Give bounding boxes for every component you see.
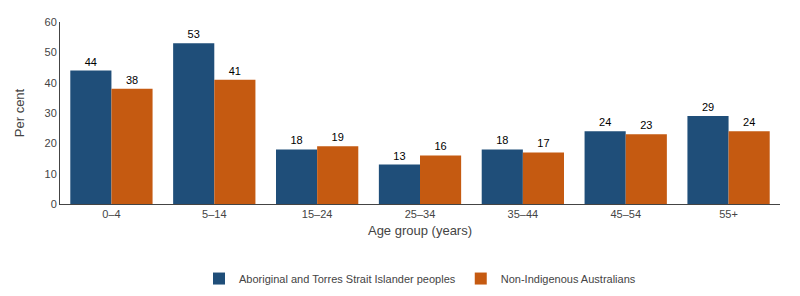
svg-text:15–24: 15–24 (302, 208, 333, 220)
svg-text:45–54: 45–54 (610, 208, 641, 220)
svg-text:40: 40 (45, 77, 57, 89)
svg-text:50: 50 (45, 46, 57, 58)
svg-text:0–4: 0–4 (102, 208, 120, 220)
svg-text:19: 19 (332, 131, 344, 143)
svg-text:44: 44 (85, 56, 97, 68)
svg-text:25–34: 25–34 (405, 208, 436, 220)
svg-text:29: 29 (702, 101, 714, 113)
svg-text:13: 13 (393, 150, 405, 162)
svg-text:60: 60 (45, 16, 57, 28)
svg-text:53: 53 (188, 28, 200, 40)
svg-text:20: 20 (45, 137, 57, 149)
svg-text:0: 0 (51, 198, 57, 210)
svg-text:10: 10 (45, 168, 57, 180)
svg-text:23: 23 (640, 119, 652, 131)
svg-text:17: 17 (537, 137, 549, 149)
svg-text:5–14: 5–14 (202, 208, 226, 220)
svg-text:30: 30 (45, 107, 57, 119)
svg-text:24: 24 (743, 116, 755, 128)
svg-text:18: 18 (290, 134, 302, 146)
svg-text:Per cent: Per cent (12, 88, 27, 137)
svg-text:41: 41 (229, 65, 241, 77)
svg-text:24: 24 (599, 116, 611, 128)
svg-text:Non-Indigenous Australians: Non-Indigenous Australians (501, 273, 636, 285)
svg-text:16: 16 (434, 140, 446, 152)
svg-text:Aboriginal and Torres Strait I: Aboriginal and Torres Strait Islander pe… (239, 273, 456, 285)
svg-text:35–44: 35–44 (508, 208, 539, 220)
svg-text:18: 18 (496, 134, 508, 146)
svg-text:Age group (years): Age group (years) (368, 223, 472, 238)
svg-text:55+: 55+ (719, 208, 738, 220)
svg-text:38: 38 (126, 74, 138, 86)
